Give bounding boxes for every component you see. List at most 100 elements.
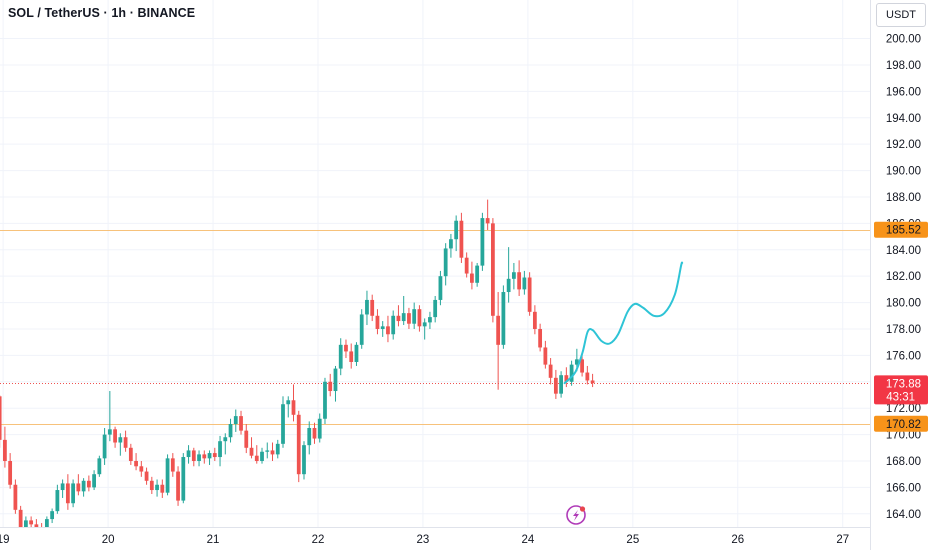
- candle-body: [359, 314, 364, 345]
- level-price-label: 170.82: [874, 415, 928, 432]
- candles: [0, 199, 595, 527]
- candle-body: [3, 439, 7, 461]
- candle-body: [281, 404, 285, 444]
- level-label-bg: [874, 221, 928, 238]
- candle-body: [165, 458, 170, 493]
- candle-body: [228, 424, 233, 438]
- price-tick-label: 194.00: [886, 113, 921, 125]
- candle-body: [428, 317, 432, 323]
- candle-body: [149, 480, 154, 491]
- price-tick-label: 188.00: [886, 192, 921, 204]
- candle-body: [265, 450, 270, 452]
- candle-body: [270, 450, 275, 455]
- candle-body: [23, 520, 28, 527]
- candle-body: [307, 427, 312, 446]
- candle-body: [18, 509, 23, 527]
- candle-body: [412, 309, 417, 324]
- candle-body: [344, 344, 348, 352]
- lightning-bolt-icon: [566, 505, 586, 525]
- currency-selector[interactable]: USDT: [876, 3, 926, 27]
- price-tick-label: 192.00: [886, 139, 921, 151]
- candle-body: [81, 480, 86, 492]
- candle-body: [454, 220, 459, 240]
- candle-body: [491, 223, 495, 316]
- candle-body: [160, 484, 165, 493]
- candle-body: [574, 359, 579, 365]
- candle-body: [207, 453, 212, 459]
- candle-body: [113, 429, 117, 443]
- candle-body: [464, 257, 469, 274]
- candle-body: [485, 218, 490, 224]
- candle-body: [391, 315, 396, 335]
- candle-body: [532, 311, 537, 329]
- candle-body: [422, 322, 427, 327]
- candle-body: [218, 441, 222, 458]
- candle-body: [144, 471, 149, 481]
- icon-dot: [579, 506, 586, 512]
- candle-body: [260, 451, 264, 461]
- candle-body: [296, 414, 301, 475]
- time-tick-label: 19: [0, 534, 10, 546]
- time-tick-label: 21: [207, 534, 220, 546]
- candle-body: [580, 359, 584, 373]
- candle-body: [401, 313, 406, 322]
- time-tick-label: 20: [102, 534, 115, 546]
- price-tick-label: 178.00: [886, 324, 921, 336]
- candle-body: [538, 328, 543, 348]
- candle-body: [176, 471, 180, 501]
- candle-body: [370, 299, 375, 316]
- candle-body: [564, 375, 569, 382]
- candle-body: [365, 299, 369, 315]
- candle-body: [338, 344, 343, 369]
- price-axis-labels: 164.00166.00168.00170.00172.00174.00176.…: [886, 34, 921, 521]
- candle-body: [553, 377, 558, 394]
- candle-body: [50, 511, 55, 520]
- candle-body: [438, 276, 443, 300]
- candle-body: [44, 519, 49, 527]
- candle-body: [407, 313, 411, 324]
- candle-body: [386, 326, 390, 335]
- time-tick-label: 26: [731, 534, 744, 546]
- price-tick-label: 184.00: [886, 245, 921, 257]
- candle-body: [102, 434, 107, 459]
- candle-body: [249, 447, 254, 456]
- candle-body: [202, 454, 207, 459]
- candle-body: [433, 299, 438, 318]
- price-tick-label: 172.00: [886, 403, 921, 415]
- price-tick-label: 166.00: [886, 482, 921, 494]
- candle-body: [13, 484, 18, 510]
- candle-body: [506, 278, 511, 293]
- candle-body: [92, 474, 96, 488]
- candle-body: [55, 490, 60, 512]
- countdown-text: 43:31: [886, 391, 915, 403]
- time-axis-labels: 19 20 21 22 23 24 25 26 27: [0, 534, 849, 546]
- icon-circle: [566, 505, 586, 525]
- price-tick-label: 196.00: [886, 86, 921, 98]
- candle-body: [459, 220, 464, 258]
- level-label-bg: [874, 415, 928, 432]
- candle-body: [170, 458, 175, 472]
- candle-body: [29, 520, 34, 525]
- candle-body: [443, 248, 448, 277]
- candle-body: [134, 460, 138, 467]
- candle-body: [86, 480, 91, 488]
- candle-body: [286, 400, 291, 405]
- candle-body: [197, 454, 201, 461]
- candle-body: [548, 364, 553, 378]
- candle-body: [254, 455, 259, 461]
- candle-body: [233, 416, 238, 425]
- candle-body: [212, 453, 217, 458]
- candle-body: [76, 483, 81, 492]
- candle-body: [244, 430, 249, 448]
- candle-body: [470, 273, 474, 283]
- candle-body: [291, 400, 296, 415]
- candle-body: [333, 368, 338, 392]
- candle-body: [417, 309, 422, 327]
- candle-body: [60, 483, 65, 491]
- candle-body: [328, 381, 333, 392]
- current-price-bg: [874, 375, 928, 405]
- time-tick-label: 27: [836, 534, 849, 546]
